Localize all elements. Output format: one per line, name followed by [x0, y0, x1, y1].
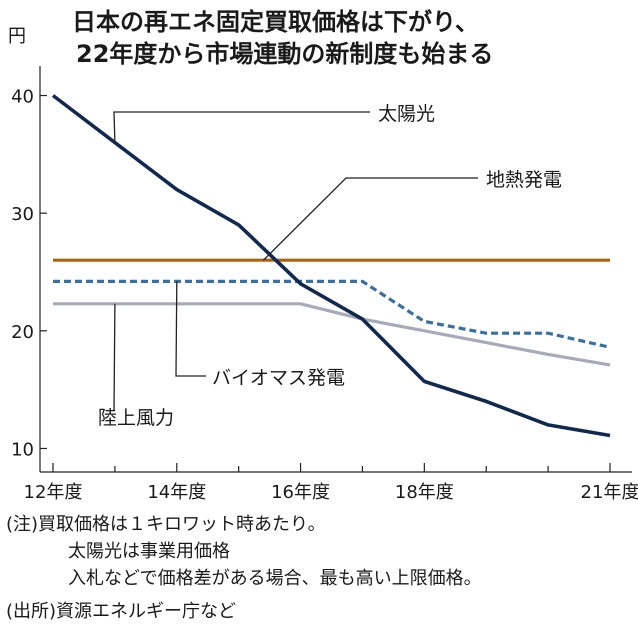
annotation-leader-line	[175, 281, 206, 377]
series-label: バイオマス発電	[212, 367, 345, 389]
x-tick-label: 14年度	[147, 482, 206, 503]
y-tick-label: 20	[11, 322, 34, 343]
note-line-1: (注)買取価格は１キロワット時あたり。	[6, 514, 326, 535]
series-line-4	[53, 302, 611, 367]
series-label: 陸上風力	[98, 407, 174, 429]
x-tick-label: 12年度	[24, 482, 83, 503]
chart-title-line-2: 22年度から市場連動の新制度も始まる	[76, 40, 493, 68]
x-tick-label: 21年度	[581, 482, 638, 503]
annotation-leader-line	[113, 303, 116, 412]
chart-title-line-1: 日本の再エネ固定買取価格は下がり、	[72, 8, 479, 36]
annotation-leader-line	[262, 177, 478, 261]
series-label: 地熱発電	[486, 169, 562, 191]
note-line-2: 太陽光は事業用価格	[68, 541, 230, 562]
y-tick-label: 10	[11, 439, 34, 460]
x-tick-label: 16年度	[271, 482, 330, 503]
x-tick-label: 18年度	[395, 482, 454, 503]
series-label: 太陽光	[378, 103, 435, 125]
series-line-1	[51, 94, 611, 438]
annotation-leader-line	[113, 111, 370, 143]
y-tick-label: 40	[11, 87, 34, 108]
note-line-3: 入札などで価格差がある場合、最も高い上限価格。	[68, 568, 482, 589]
y-tick-label: 30	[11, 204, 34, 225]
source-note: (出所)資源エネルギー庁など	[6, 601, 236, 622]
series-line-3	[53, 279, 611, 349]
y-axis-unit: 円	[8, 26, 26, 47]
